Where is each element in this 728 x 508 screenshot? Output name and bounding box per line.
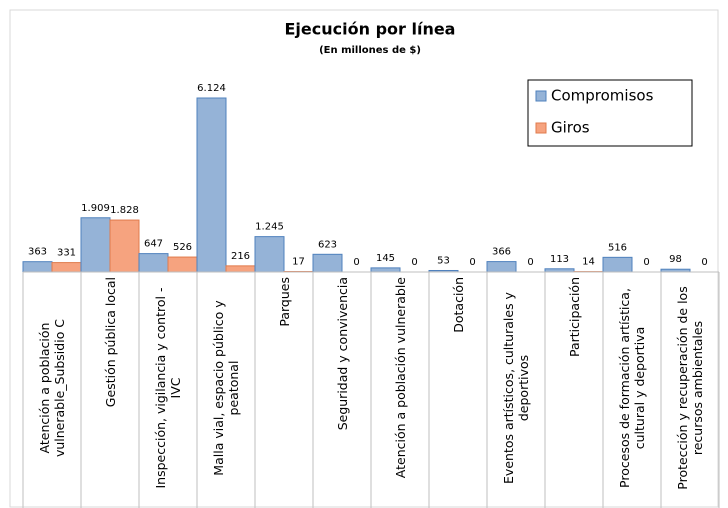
category-text: Gestión pública local — [102, 277, 118, 408]
data-label: 0 — [643, 257, 649, 268]
bar — [167, 256, 198, 273]
bar — [225, 265, 256, 273]
legend-label: Giros — [551, 119, 590, 137]
data-label: 0 — [469, 257, 475, 268]
category-text: Malla vial, espacio público y peatonal — [211, 300, 241, 476]
category-text: Protección y recuperación de los recurso… — [675, 286, 705, 490]
data-label: 145 — [376, 253, 395, 264]
data-label: 331 — [57, 248, 76, 259]
bar — [80, 217, 111, 273]
data-label: 516 — [608, 242, 627, 253]
legend-label: Compromisos — [551, 87, 654, 105]
x-tick-label: Protección y recuperación de los recurso… — [661, 277, 719, 499]
data-label: 17 — [292, 257, 305, 268]
x-tick-label: Procesos de formación artística, cultura… — [603, 277, 661, 499]
category-text: Eventos artísticos, culturales y deporti… — [501, 292, 531, 484]
data-label: 647 — [144, 239, 163, 250]
category-text: Dotación — [450, 277, 466, 333]
x-tick-label: Atención a población vulnerable_Subsidio… — [23, 277, 81, 499]
bar — [602, 256, 633, 273]
bar — [51, 262, 82, 273]
data-label: 623 — [318, 239, 337, 250]
x-tick-label: Participación — [545, 277, 603, 499]
x-tick-label: Eventos artísticos, culturales y deporti… — [487, 277, 545, 499]
chart-subtitle: (En millones de $) — [319, 45, 421, 56]
data-label: 363 — [28, 247, 47, 258]
data-label: 1.828 — [110, 205, 139, 216]
legend-swatch — [535, 90, 547, 102]
x-tick-label: Seguridad y convivencia — [313, 277, 371, 499]
bar — [254, 236, 285, 273]
bar — [312, 253, 343, 273]
category-text: Atención a población vulnerable_Subsidio… — [37, 318, 67, 458]
data-label: 6.124 — [197, 83, 226, 94]
bar — [486, 261, 517, 273]
category-text: Parques — [276, 277, 292, 327]
legend-swatch — [535, 122, 547, 134]
data-label: 1.245 — [255, 222, 284, 233]
bar — [138, 253, 169, 273]
data-label: 0 — [527, 257, 533, 268]
data-label: 216 — [231, 251, 250, 262]
bar — [109, 219, 140, 273]
category-text: Atención a población vulnerable — [392, 277, 408, 479]
data-label: 113 — [550, 254, 569, 265]
data-label: 53 — [437, 255, 450, 266]
bar — [22, 261, 53, 273]
x-tick-label: Malla vial, espacio público y peatonal — [197, 277, 255, 499]
category-text: Inspección, vigilancia y control - IVC — [153, 287, 183, 489]
data-label: 0 — [353, 257, 359, 268]
bar — [370, 267, 401, 273]
data-label: 1.909 — [81, 203, 110, 214]
category-text: Procesos de formación artística, cultura… — [617, 288, 647, 488]
x-tick-label: Parques — [255, 277, 313, 499]
data-label: 526 — [173, 242, 192, 253]
category-text: Seguridad y convivencia — [334, 277, 350, 431]
category-text: Participación — [566, 277, 582, 358]
x-tick-label: Gestión pública local — [81, 277, 139, 499]
chart-title: Ejecución por línea — [285, 20, 456, 39]
data-label: 98 — [669, 254, 682, 265]
data-label: 14 — [582, 257, 595, 268]
x-tick-label: Atención a población vulnerable — [371, 277, 429, 499]
data-label: 0 — [411, 257, 417, 268]
bar — [196, 97, 227, 273]
data-label: 0 — [701, 257, 707, 268]
x-tick-label: Inspección, vigilancia y control - IVC — [139, 277, 197, 499]
legend-box — [527, 79, 693, 147]
data-label: 366 — [492, 247, 511, 258]
x-tick-label: Dotación — [429, 277, 487, 499]
